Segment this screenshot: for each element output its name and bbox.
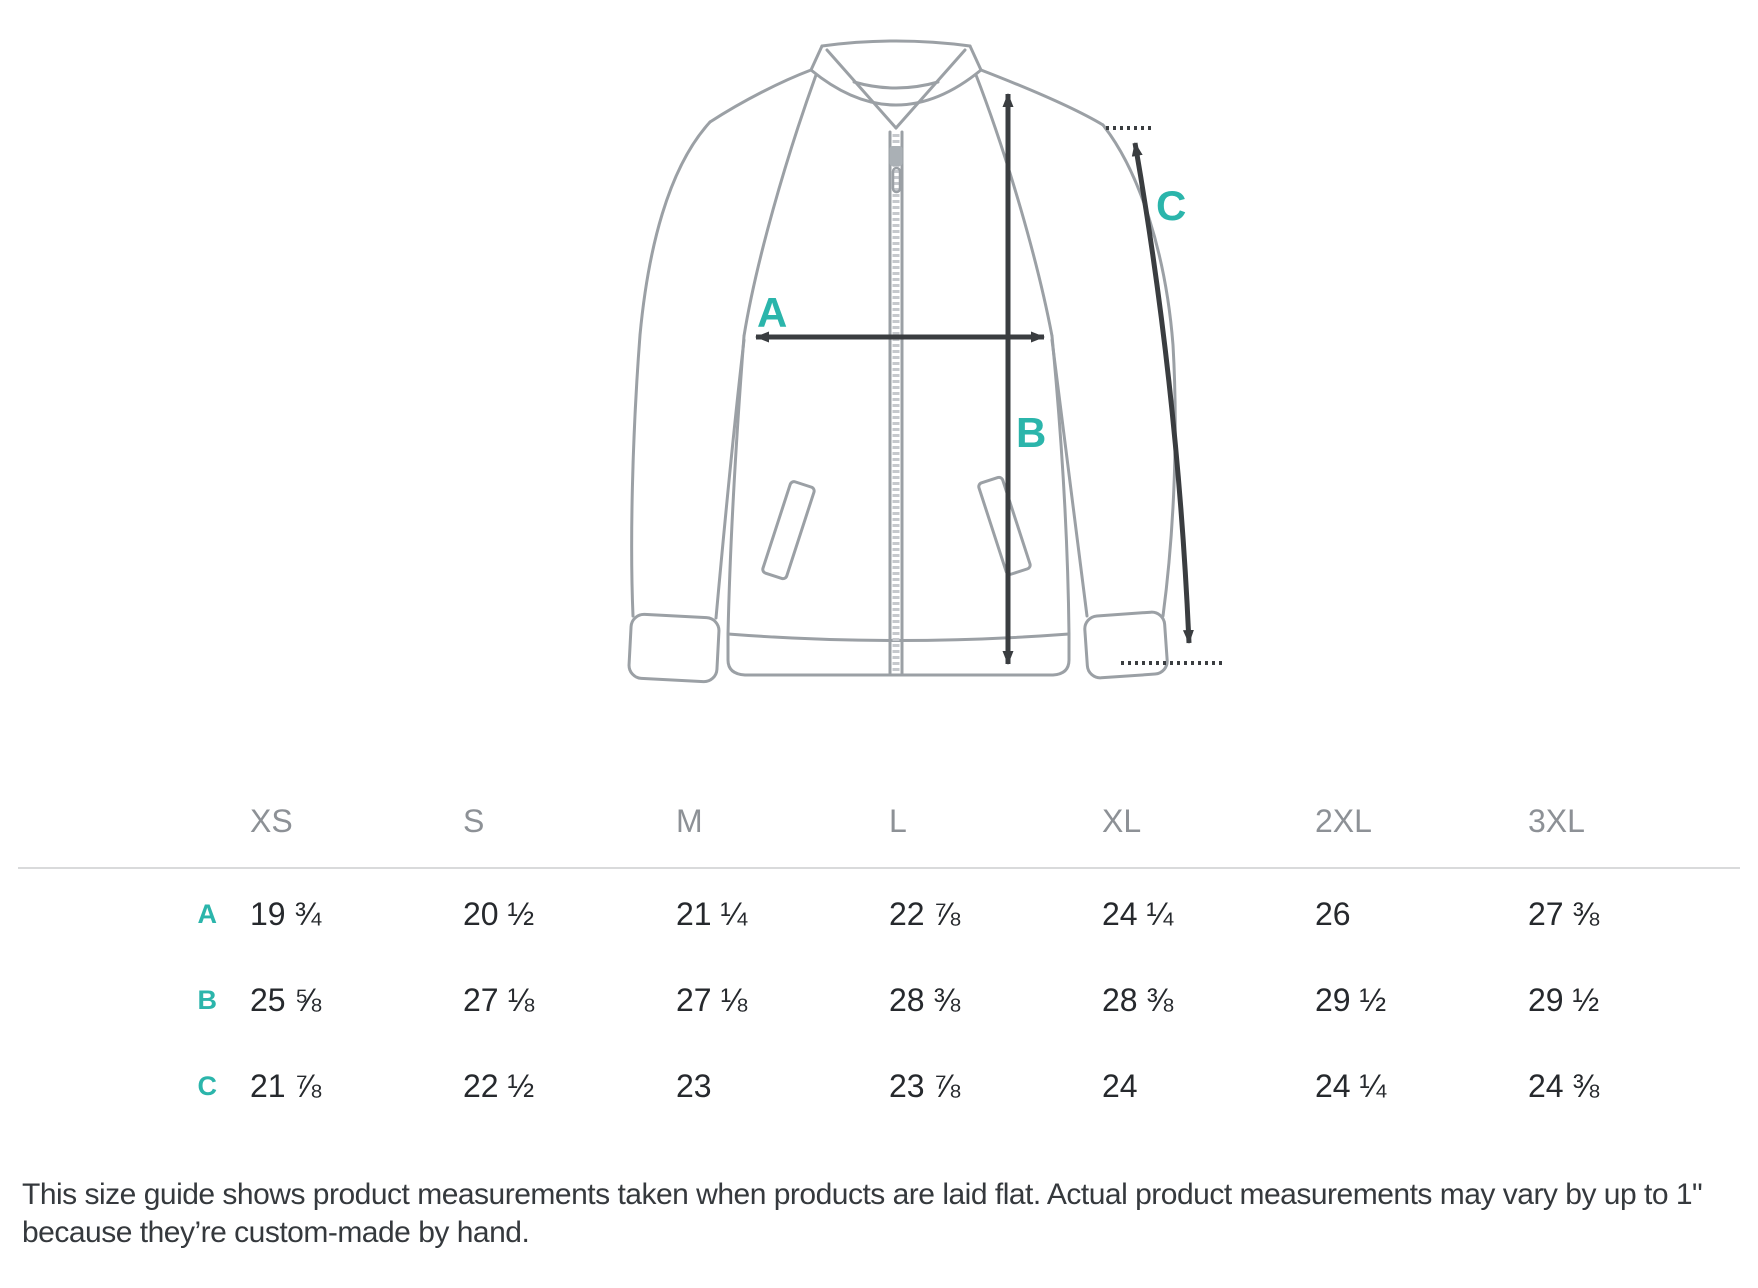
size-header-s: S [463,802,485,839]
sleeve-arrow-c [1131,142,1194,644]
cell-a-3xl: 27 ⅜ [1528,895,1600,932]
zipper-pull [891,166,902,194]
cell-c-xl: 24 [1102,1067,1138,1104]
body-seam-left [726,334,746,636]
cell-a-xl: 24 ¼ [1102,895,1174,932]
body-seam-right [1050,334,1071,636]
cell-a-2xl: 26 [1315,895,1351,932]
raglan-seam-left [742,73,818,338]
cell-c-l: 23 ⅞ [889,1067,961,1104]
pocket-left [761,480,816,581]
raglan-seam-right [974,73,1054,338]
size-header-xs: XS [250,802,293,839]
disclaimer-line-1: This size guide shows product measuremen… [22,1178,1703,1211]
cell-c-3xl: 24 ⅜ [1528,1067,1600,1104]
size-header-2xl: 2XL [1315,802,1372,839]
cell-a-m: 21 ¼ [676,895,748,932]
disclaimer-text: This size guide shows product measuremen… [22,1176,1703,1252]
size-table: XS S M L XL 2XL 3XL A 19 ¾ 20 ½ 21 ¼ 22 … [0,775,1741,1125]
size-header-3xl: 3XL [1528,802,1585,839]
cell-c-xs: 21 ⅞ [250,1067,322,1104]
collar-right-edge [968,44,983,72]
size-header-m: M [676,802,703,839]
diagram-label-b: B [1016,409,1046,456]
cell-c-m: 23 [676,1067,712,1104]
collar-base [809,68,983,107]
shoulder-right [979,68,1105,127]
cell-b-l: 28 ⅜ [889,981,961,1018]
shoulder-left [708,68,813,124]
cell-b-xl: 28 ⅜ [1102,981,1174,1018]
cuff-left [627,612,721,684]
cell-a-xs: 19 ¾ [250,895,322,932]
cell-a-s: 20 ½ [463,895,535,932]
sleeve-left-outer [630,120,712,618]
cell-b-m: 27 ⅛ [676,981,748,1018]
collar-v-right [894,48,967,130]
jacket-outline [627,39,1177,684]
diagram-label-a: A [757,289,787,336]
collar-v-left [825,48,898,130]
size-header-xl: XL [1102,802,1142,839]
zipper-slider [889,146,903,166]
cell-b-3xl: 29 ½ [1528,981,1600,1018]
jacket-diagram: A B C [627,39,1225,684]
row-label-a: A [197,898,218,929]
corner-cell [0,775,250,867]
cell-b-xs: 25 ⅝ [250,981,322,1018]
collar-inner-arc [852,80,940,90]
cell-c-2xl: 24 ¼ [1315,1067,1387,1104]
size-header-l: L [889,802,907,839]
diagram-label-c: C [1156,182,1186,229]
pocket-right [977,475,1032,576]
row-label-b: B [197,984,218,1015]
row-label-c: C [197,1070,218,1101]
cell-b-s: 27 ⅛ [463,981,535,1018]
cell-b-2xl: 29 ½ [1315,981,1387,1018]
measurement-arrows [755,93,1225,665]
collar-left-edge [809,44,824,72]
waistband [726,632,1071,677]
cell-a-l: 22 ⅞ [889,895,961,932]
table-header-divider [18,867,1740,869]
collar-top [820,39,972,48]
cell-c-s: 22 ½ [463,1067,535,1104]
cuff-right [1083,610,1169,680]
disclaimer-line-2: because they’re custom-made by hand. [22,1216,530,1249]
